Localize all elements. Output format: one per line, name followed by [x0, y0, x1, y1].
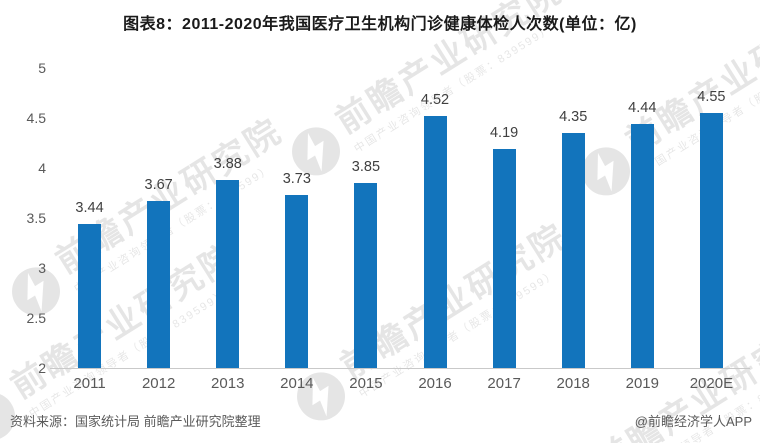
y-tick-label: 2 [38, 360, 46, 376]
bar-value-label: 4.52 [420, 92, 450, 108]
bar-column: 4.52 [400, 68, 469, 368]
bar-column: 3.85 [331, 68, 400, 368]
bar [423, 116, 447, 368]
bar-column: 4.44 [608, 68, 677, 368]
bar [285, 195, 309, 368]
bar-column: 3.67 [124, 68, 193, 368]
x-tick-label: 2011 [73, 375, 106, 392]
x-tick-label: 2019 [625, 375, 659, 392]
bar-column: 4.19 [470, 68, 539, 368]
y-tick-label: 2.5 [26, 310, 46, 326]
x-tick-label: 2020E [689, 375, 734, 392]
y-tick-label: 3.5 [26, 210, 46, 226]
bar [147, 201, 171, 368]
bar-value-label: 3.88 [213, 156, 242, 172]
bar-value-label: 4.35 [559, 109, 588, 125]
x-tick-label: 2012 [141, 375, 176, 392]
chart-title: 图表8：2011-2020年我国医疗卫生机构门诊健康体检人次数(单位：亿) [123, 16, 637, 33]
bar-column: 4.35 [539, 68, 608, 368]
bars-container: 3.44 3.67 3.88 3.73 3.85 4.52 4.19 4.35 4.44 4.55 [55, 68, 746, 368]
bar [354, 183, 378, 368]
y-tick-label: 5 [38, 60, 46, 76]
y-tick-label: 4.5 [26, 110, 46, 126]
bar-value-label: 3.73 [282, 171, 311, 187]
bar [78, 224, 102, 368]
bar [561, 133, 585, 368]
bar [216, 180, 240, 368]
x-tick-label: 2014 [280, 375, 314, 392]
bar-column: 3.73 [262, 68, 331, 368]
x-tick-label: 2017 [487, 375, 521, 392]
x-axis-line [50, 368, 750, 369]
bar-column: 4.55 [677, 68, 746, 368]
bar-value-label: 3.67 [144, 177, 173, 193]
x-tick-label: 2013 [211, 375, 245, 392]
y-tick-label: 3 [38, 260, 46, 276]
source-note: 资料来源：国家统计局 前瞻产业研究院整理 [10, 414, 261, 429]
x-tick-label: 2016 [418, 375, 452, 392]
bar-value-label: 3.44 [75, 200, 104, 216]
x-tick-label: 2015 [349, 375, 383, 392]
x-axis-labels: 2011 2012 2013 2014 2015 2016 2017 2018 2019 2020… [55, 375, 746, 393]
bar-value-label: 3.85 [351, 159, 381, 175]
bar-value-label: 4.44 [628, 100, 657, 116]
footer: 资料来源：国家统计局 前瞻产业研究院整理 @前瞻经济学人APP [10, 413, 752, 431]
bar-column: 3.44 [55, 68, 124, 368]
bar-column: 3.88 [193, 68, 262, 368]
x-tick-label: 2018 [556, 375, 590, 392]
bar-value-label: 4.19 [489, 125, 519, 141]
bar [630, 124, 654, 368]
bar [699, 113, 723, 368]
credit-note: @前瞻经济学人APP [634, 414, 752, 429]
bar-value-label: 4.55 [697, 89, 726, 105]
bar [492, 149, 516, 368]
y-tick-label: 4 [38, 160, 46, 176]
